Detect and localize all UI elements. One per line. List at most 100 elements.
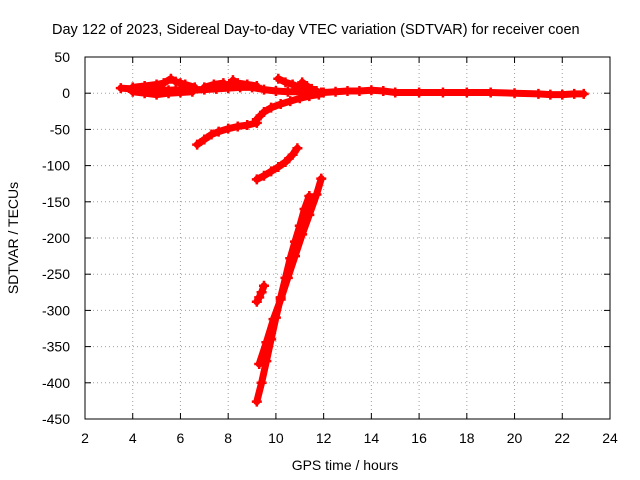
data-point [151,79,162,90]
data-point [266,102,277,113]
series-arc-low [192,117,262,150]
y-tick-label: -50 [50,121,70,137]
data-point [232,121,243,132]
x-tick-label: 18 [459,430,475,446]
data-point [256,287,267,298]
data-point [354,86,365,97]
data-point [158,78,169,89]
data-point [115,83,126,94]
data-point [254,292,265,303]
data-point [199,134,210,145]
data-point [261,356,272,367]
data-point [313,89,324,100]
data-point [285,96,296,107]
y-tick-label: -100 [42,158,70,174]
x-tick-label: 6 [177,430,185,446]
y-tick-label: -250 [42,266,70,282]
data-point [280,272,291,283]
x-tick-label: 10 [268,430,284,446]
chart-title: Day 122 of 2023, Sidereal Day-to-day VTE… [52,22,580,38]
data-point [270,86,281,97]
data-point [290,236,300,247]
data-point [378,86,389,97]
y-tick-label: 0 [62,85,70,101]
data-point [282,86,293,97]
x-tick-label: 12 [316,430,332,446]
data-point [232,78,243,89]
data-point [280,156,291,167]
data-point [285,253,296,264]
x-tick-label: 4 [129,430,137,446]
data-point [578,88,589,99]
data-point [275,292,286,303]
data-point [485,87,496,98]
data-point [251,80,262,91]
data-point [299,204,310,215]
grid [85,57,610,419]
x-tick-label: 20 [507,430,523,446]
data-point [251,396,262,407]
data-point [366,85,377,96]
data-point [266,166,277,177]
data-point [170,76,181,87]
y-tick-label: -400 [42,375,70,391]
data-point [266,334,277,345]
data-point [187,86,198,97]
data-point [258,280,269,291]
data-point [208,79,219,90]
data-point [569,88,580,99]
data-point [180,79,191,90]
x-tick-label: 2 [81,430,89,446]
data-point [390,87,401,98]
data-point [251,174,262,185]
x-tick-label: 16 [411,430,427,446]
y-tick-label: 50 [54,49,70,65]
data-point [273,162,284,173]
data-point [151,89,162,100]
data-point [223,80,234,91]
x-tick-label: 24 [602,430,618,446]
data-point [206,129,217,140]
data-point [557,89,568,100]
x-axis: 2 4 6 8 10 12 14 16 18 20 22 24 [81,57,618,446]
data-point [163,88,174,99]
y-tick-label: -300 [42,302,70,318]
data-point [294,220,305,231]
data-point [213,126,224,137]
data-point [545,89,556,100]
series-segment-100 [251,143,303,185]
series-short-290 [251,280,269,307]
y-tick-label: -150 [42,194,70,210]
data-point [251,114,262,125]
data-point [311,189,322,200]
data-point [258,107,269,118]
data-point [199,82,210,93]
data-point [287,149,298,160]
data-point [304,191,315,202]
data-point [414,87,425,98]
data-point [437,87,448,98]
data-point [175,87,186,98]
y-axis: 50 0 -50 -100 -150 -200 -250 -300 -350 -400 -450 [42,49,610,427]
data-point [256,377,267,388]
data-point [175,78,186,89]
series-rise-to-zero [251,89,324,125]
plot-frame [84,56,611,420]
data-point [242,120,253,131]
data-point [280,77,291,88]
data-point [139,88,150,99]
series-upper-spikes-b [199,75,262,93]
data-point [275,99,286,110]
data-point [287,79,298,90]
y-tick-label: -450 [42,411,70,427]
data-point [258,170,269,181]
y-tick-label: -350 [42,339,70,355]
data-point [270,312,281,323]
data-point [330,86,341,97]
y-axis-label: SDTVAR / TECUs [5,182,21,294]
data-point [292,143,303,154]
data-point [192,139,203,150]
series-dip-band-a [127,86,198,100]
data-point [273,73,284,84]
